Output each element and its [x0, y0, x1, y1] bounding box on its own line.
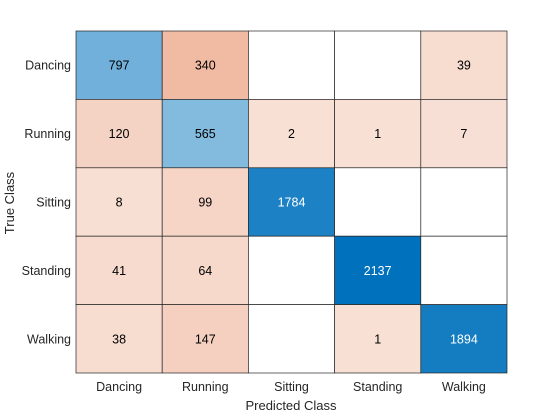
cell-value-label: 1894: [450, 332, 478, 346]
cell-value-label: 41: [112, 264, 126, 278]
x-tick-label: Standing: [353, 380, 402, 394]
cell-value-label: 1784: [278, 196, 306, 210]
y-tick-label: Running: [24, 127, 71, 141]
y-tick-label: Walking: [27, 332, 71, 346]
matrix-cell-running-sitting: [248, 99, 335, 169]
x-tick-label: Walking: [442, 380, 486, 394]
cell-value-label: 565: [195, 127, 216, 141]
cell-value-label: 7: [460, 127, 467, 141]
matrix-cell-dancing-running: [161, 30, 249, 100]
matrix-cell-standing-sitting: [248, 235, 335, 305]
cell-value-label: 2: [288, 127, 295, 141]
matrix-cell-walking-walking: [420, 304, 508, 374]
matrix-cell-walking-running: [161, 304, 249, 374]
matrix-cell-standing-walking: [420, 235, 508, 305]
matrix-cell-walking-dancing: [75, 304, 163, 374]
matrix-cell-dancing-walking: [420, 30, 508, 100]
cell-value-label: 99: [198, 196, 212, 210]
matrix-cell-standing-standing: [334, 235, 422, 305]
matrix-cell-dancing-dancing: [75, 30, 163, 100]
matrix-cell-walking-sitting: [248, 304, 335, 374]
matrix-cell-labels: 797 340 39 120 565 2 1 7 8 99 1784 41 64 2137 38 147 1 18…: [109, 59, 478, 347]
matrix-cell-dancing-standing: [334, 30, 422, 100]
matrix-cell-standing-dancing: [75, 235, 163, 305]
cell-value-label: 39: [457, 59, 471, 73]
cell-value-label: 2137: [364, 264, 392, 278]
y-axis-tick-labels: Dancing Running Sitting Standing Walking: [22, 59, 71, 347]
x-tick-label: Sitting: [274, 380, 309, 394]
y-tick-label: Dancing: [25, 59, 71, 73]
cell-value-label: 340: [195, 59, 216, 73]
cell-value-label: 120: [109, 127, 130, 141]
matrix-cell-running-dancing: [75, 99, 163, 169]
matrix-cell-sitting-walking: [420, 167, 508, 237]
cell-value-label: 147: [195, 332, 216, 346]
cell-value-label: 64: [198, 264, 212, 278]
matrix-cells: [75, 30, 508, 374]
matrix-cell-sitting-running: [161, 167, 249, 237]
x-tick-label: Running: [182, 380, 229, 394]
x-tick-label: Dancing: [96, 380, 142, 394]
cell-value-label: 8: [116, 196, 123, 210]
cell-value-label: 1: [374, 332, 381, 346]
cell-value-label: 797: [109, 59, 130, 73]
cell-value-label: 38: [112, 332, 126, 346]
x-axis-tick-labels: Dancing Running Sitting Standing Walking: [96, 380, 486, 394]
x-axis-label: Predicted Class: [245, 398, 337, 413]
y-axis-label: True Class: [2, 171, 17, 234]
matrix-cell-sitting-sitting: [248, 167, 335, 237]
y-tick-label: Standing: [22, 264, 71, 278]
matrix-cell-running-walking: [420, 99, 508, 169]
matrix-cell-sitting-standing: [334, 167, 422, 237]
cell-value-label: 1: [374, 127, 381, 141]
matrix-cell-dancing-sitting: [248, 30, 335, 100]
y-tick-label: Sitting: [36, 196, 71, 210]
matrix-cell-standing-running: [161, 235, 249, 305]
